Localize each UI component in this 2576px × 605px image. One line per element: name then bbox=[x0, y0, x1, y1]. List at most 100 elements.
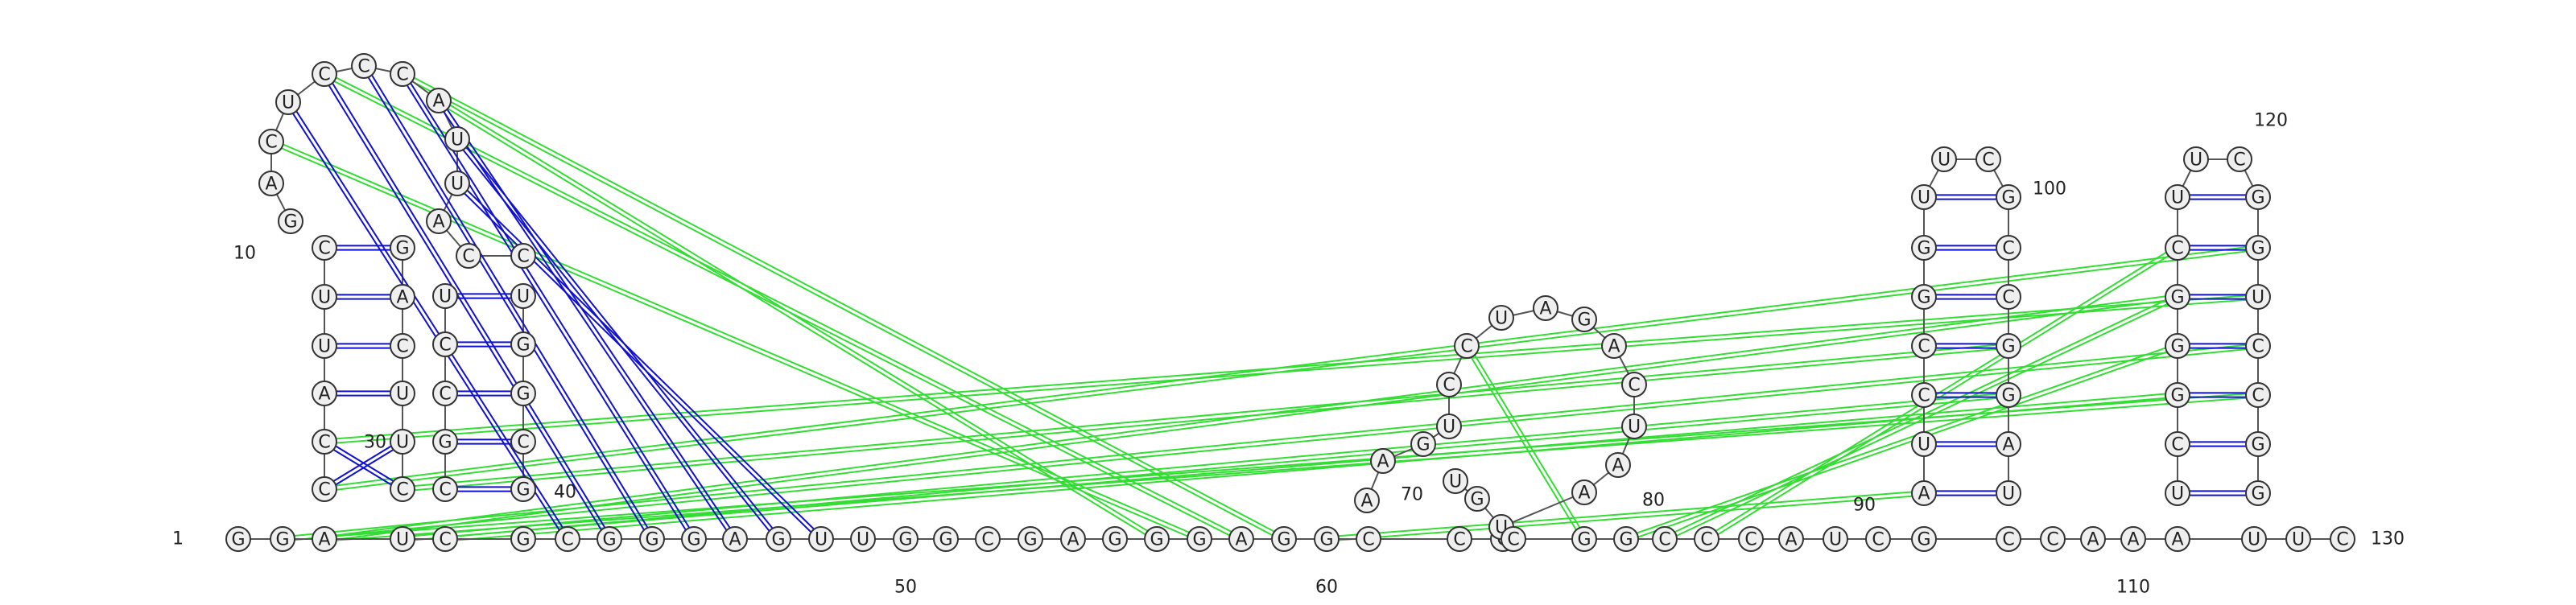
nucleotide: A bbox=[1533, 295, 1558, 321]
nucleotide: A bbox=[722, 526, 748, 552]
nucleotide: A bbox=[1778, 526, 1804, 552]
nucleotide-letter: G bbox=[1470, 490, 1484, 510]
nucleotide-circle bbox=[975, 526, 1001, 552]
nucleotide-letter: U bbox=[2292, 530, 2305, 550]
nucleotide-letter: G bbox=[2251, 435, 2264, 455]
nucleotide: U bbox=[2183, 146, 2209, 172]
nucleotide-letter: U bbox=[1938, 150, 1951, 171]
tertiary-interaction bbox=[271, 138, 1201, 538]
nucleotide-circle bbox=[510, 243, 536, 269]
nucleotide-letter: C bbox=[1700, 530, 1712, 550]
nucleotide-letter: U bbox=[2252, 288, 2264, 308]
nucleotide: A bbox=[1060, 526, 1086, 552]
nucleotide-letter: A bbox=[2087, 530, 2099, 550]
nucleotide: C bbox=[390, 61, 415, 87]
nucleotide-circle bbox=[2227, 146, 2252, 172]
nucleotide-circle bbox=[1738, 526, 1764, 552]
nucleotide-letter: U bbox=[857, 530, 869, 550]
nucleotide: U bbox=[2165, 184, 2190, 210]
nucleotide-circle bbox=[681, 526, 707, 552]
pseudoknot-pair bbox=[436, 101, 734, 541]
nucleotide-circle bbox=[1571, 526, 1597, 552]
nucleotide-letter: G bbox=[516, 385, 530, 405]
tertiary-interaction bbox=[1326, 490, 1924, 538]
position-label: 90 bbox=[1853, 496, 1876, 516]
nucleotide-circle bbox=[555, 526, 580, 552]
nucleotide: A bbox=[1354, 488, 1380, 513]
tertiary-interaction bbox=[324, 71, 1243, 538]
nucleotide-circle bbox=[2165, 382, 2190, 408]
nucleotide-circle bbox=[2165, 235, 2190, 261]
nucleotide-letter: C bbox=[561, 530, 573, 550]
position-label: 130 bbox=[2371, 529, 2405, 549]
nucleotide-circle bbox=[1652, 526, 1678, 552]
nucleotide-letter: G bbox=[2170, 288, 2184, 308]
nucleotide: G bbox=[2245, 184, 2271, 210]
nucleotide-circle bbox=[1501, 526, 1526, 552]
nucleotide: C bbox=[1447, 526, 1472, 552]
nucleotide-circle bbox=[444, 126, 470, 152]
position-label: 120 bbox=[2254, 111, 2288, 131]
nucleotide-letter: A bbox=[1067, 530, 1079, 550]
nucleotide-letter: G bbox=[1023, 530, 1037, 550]
nucleotide: G bbox=[639, 526, 665, 552]
nucleotide: C bbox=[1436, 372, 1462, 397]
nucleotide-circle bbox=[1571, 307, 1597, 332]
nucleotide-circle bbox=[1996, 431, 2021, 457]
nucleotide-circle bbox=[390, 235, 415, 261]
tertiary-interaction bbox=[324, 298, 2259, 445]
nucleotide-letter: G bbox=[516, 480, 530, 500]
nucleotide: A bbox=[258, 171, 284, 196]
nucleotide: C bbox=[2165, 431, 2190, 457]
nucleotide: C bbox=[1738, 526, 1764, 552]
nucleotide-circle bbox=[1410, 431, 1436, 457]
nucleotide-circle bbox=[1605, 452, 1631, 478]
nucleotide-circle bbox=[432, 476, 458, 502]
nucleotide-circle bbox=[2241, 526, 2267, 552]
nucleotide-letter: U bbox=[318, 288, 331, 308]
nucleotide-letter: C bbox=[1982, 150, 1994, 171]
nucleotide: C bbox=[510, 243, 536, 269]
pseudoknot-pair bbox=[399, 74, 693, 541]
nucleotide: C bbox=[312, 476, 337, 502]
nucleotide-letter: C bbox=[2252, 337, 2264, 357]
nucleotide-circle bbox=[510, 429, 536, 455]
nucleotide-letter: C bbox=[462, 247, 474, 267]
nucleotide-letter: U bbox=[2002, 484, 2015, 504]
tertiary-interaction bbox=[283, 347, 2259, 542]
nucleotide: G bbox=[2165, 333, 2190, 359]
nucleotide: G bbox=[1144, 526, 1170, 552]
position-label: 1 bbox=[172, 529, 184, 549]
nucleotide-circle bbox=[456, 243, 481, 269]
nucleotide-letter: A bbox=[265, 175, 277, 195]
nucleotide-circle bbox=[390, 333, 415, 359]
nucleotide-circle bbox=[1823, 526, 1848, 552]
nucleotide-circle bbox=[2165, 526, 2190, 552]
nucleotide-circle bbox=[390, 284, 415, 310]
nucleotide-letter: A bbox=[1785, 530, 1797, 550]
stem-base-pair bbox=[323, 438, 402, 488]
nucleotide-letter: U bbox=[396, 385, 409, 405]
nucleotide-circle bbox=[1464, 486, 1490, 512]
nucleotide-letter: A bbox=[1377, 452, 1389, 472]
nucleotide-letter: G bbox=[687, 530, 700, 550]
nucleotide-letter: U bbox=[1628, 418, 1641, 438]
pseudoknot-pair bbox=[455, 184, 820, 541]
nucleotide-circle bbox=[2245, 235, 2271, 261]
nucleotide-circle bbox=[2245, 431, 2271, 457]
nucleotide: A bbox=[1605, 452, 1631, 478]
nucleotide: G bbox=[2245, 431, 2271, 457]
nucleotide: G bbox=[1187, 526, 1212, 552]
nucleotide-letter: A bbox=[1578, 484, 1590, 504]
pseudoknot-pair bbox=[285, 102, 567, 541]
nucleotide: A bbox=[312, 526, 337, 552]
nucleotide-letter: C bbox=[1658, 530, 1670, 550]
nucleotide: C bbox=[390, 476, 415, 502]
nucleotide: C bbox=[390, 333, 415, 359]
nucleotide: G bbox=[432, 429, 458, 455]
nucleotide: G bbox=[1996, 184, 2021, 210]
nucleotide-circle bbox=[1911, 184, 1937, 210]
nucleotide-letter: U bbox=[2248, 530, 2260, 550]
position-label: 10 bbox=[233, 244, 256, 264]
